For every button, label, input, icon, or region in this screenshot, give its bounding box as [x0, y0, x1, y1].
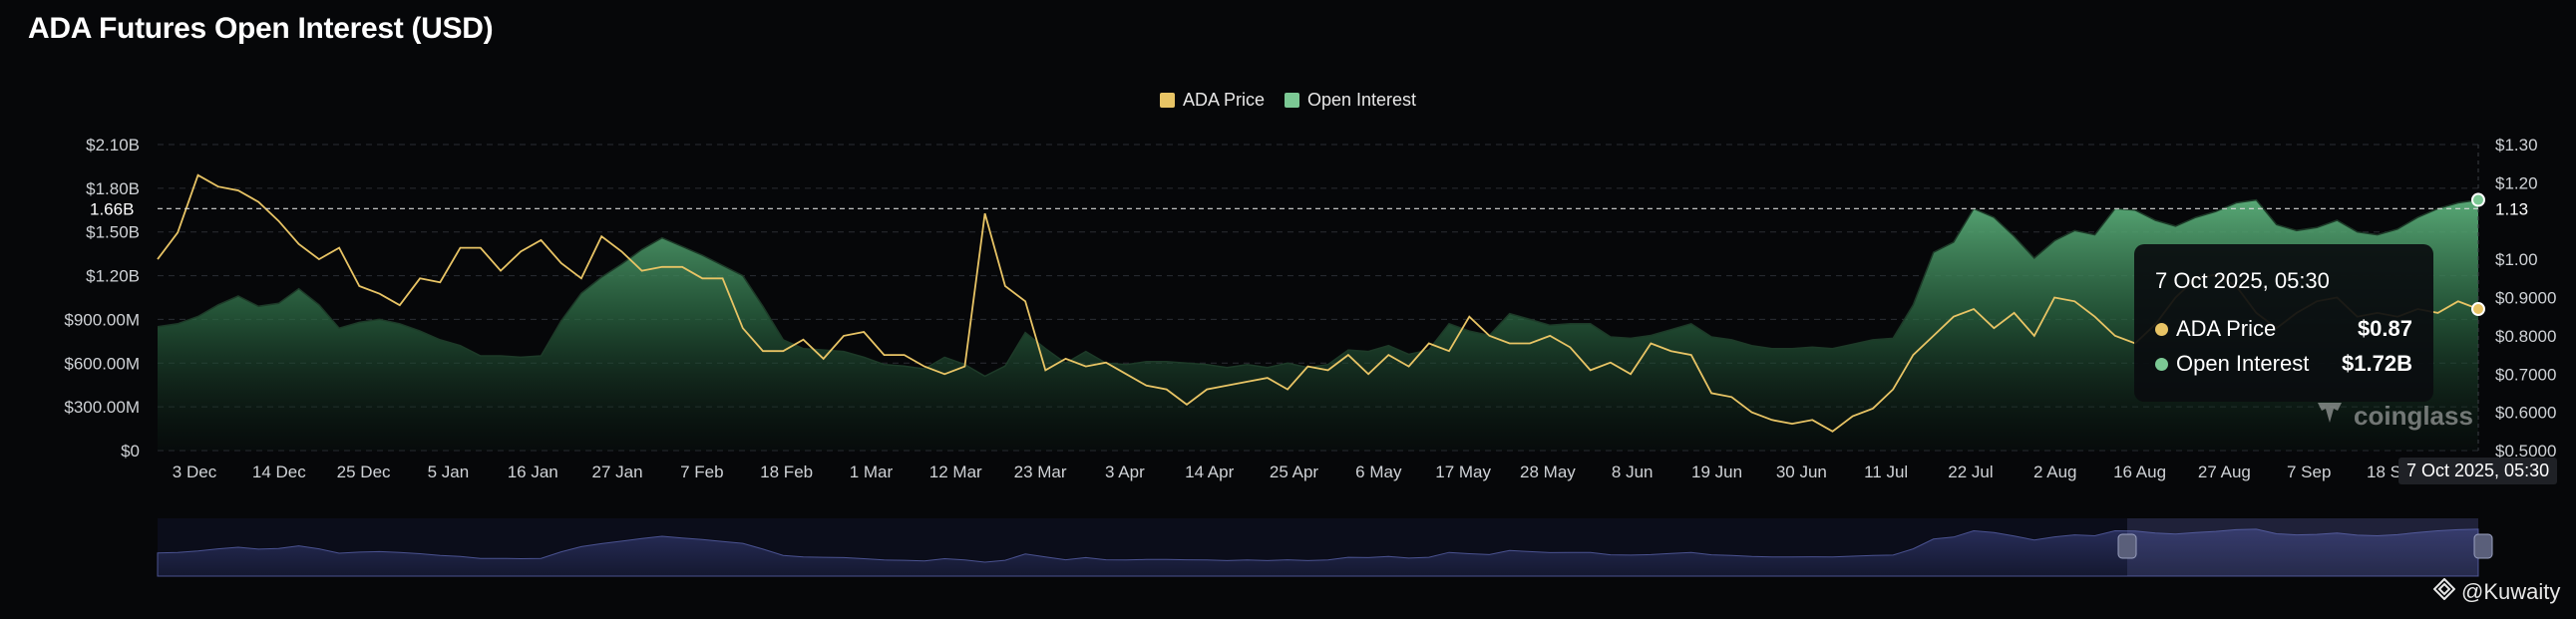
price-end-point [2471, 302, 2485, 317]
legend-swatch-oi [1284, 93, 1299, 108]
x-tick-label: 14 Dec [252, 463, 306, 481]
x-tick-label: 17 May [1435, 463, 1491, 481]
y-left-tick-label: $1.20B [86, 267, 140, 286]
oi-end-point [2471, 192, 2485, 207]
ada-price-line [157, 173, 2479, 433]
y-right-tick-label: $1.30 [2495, 136, 2538, 155]
x-tick-label: 23 Mar [1014, 463, 1067, 481]
author-credit: @Kuwaity [2432, 577, 2561, 606]
chart-title: ADA Futures Open Interest (USD) [28, 12, 494, 45]
y-left-tick-label: $1.80B [86, 179, 140, 198]
x-tick-label: 16 Aug [2113, 463, 2166, 481]
x-tick-label: 27 Jan [592, 463, 643, 481]
x-tick-label: 7 Feb [680, 463, 723, 481]
x-tick-label: 18 Feb [760, 463, 813, 481]
tooltip-row-oi: Open Interest $1.72B [2155, 351, 2412, 377]
legend-item-oi[interactable]: Open Interest [1284, 90, 1417, 111]
x-tick-label: 22 Jul [1948, 463, 1993, 481]
x-tick-label: 28 May [1520, 463, 1576, 481]
coinglass-watermark: coinglass [2314, 397, 2473, 436]
tooltip-date: 7 Oct 2025, 05:30 [2155, 268, 2330, 293]
navigator-right-handle[interactable] [2473, 533, 2493, 559]
credit-text: @Kuwaity [2461, 579, 2561, 604]
diamond-logo-icon [2432, 577, 2456, 606]
crosshair-right-label: 1.13 [2495, 199, 2528, 218]
x-tick-label: 3 Apr [1105, 463, 1145, 481]
y-left-tick-label: $600.00M [64, 354, 140, 373]
y-right-tick-label: $0.8000 [2495, 327, 2556, 346]
x-tick-label: 16 Jan [508, 463, 558, 481]
open-interest-line [157, 198, 2479, 378]
watermark-text: coinglass [2354, 401, 2473, 431]
x-crosshair-date-badge: 7 Oct 2025, 05:30 [2398, 458, 2558, 484]
y-right-tick-label: $0.5000 [2495, 442, 2556, 461]
tooltip-dot-price [2155, 322, 2168, 336]
axes: $0 $300.00M $600.00M $900.00M $1.20B $1.50B $1… [64, 136, 2556, 481]
tooltip-label-oi: Open Interest [2176, 351, 2310, 376]
crosshair: 1.66B 1.13 [90, 192, 2528, 317]
legend-item-price[interactable]: ADA Price [1159, 90, 1265, 111]
x-tick-label: 3 Dec [173, 463, 217, 481]
tooltip-value-oi: $1.72B [2342, 351, 2412, 376]
legend-label-oi: Open Interest [1306, 90, 1417, 110]
coinglass-logo-icon [2314, 397, 2346, 436]
navigator-left-handle[interactable] [2117, 533, 2137, 559]
y-left-tick-label: $2.10B [86, 136, 140, 155]
tooltip-row-price: ADA Price $0.87 [2155, 316, 2412, 342]
navigator[interactable] [157, 518, 2493, 577]
x-tick-label: 25 Dec [337, 463, 391, 481]
x-tick-label: 2 Aug [2033, 463, 2077, 481]
x-tick-label: 8 Jun [1612, 463, 1654, 481]
x-tick-label: 7 Sep [2287, 463, 2331, 481]
x-tick-label: 19 Jun [1691, 463, 1742, 481]
open-interest-area-fill [158, 199, 2478, 451]
y-right-tick-label: $1.00 [2495, 250, 2538, 269]
crosshair-left-label: 1.66B [90, 199, 134, 218]
series-lines [157, 173, 2479, 433]
x-tick-label: 5 Jan [428, 463, 470, 481]
x-tick-label: 30 Jun [1776, 463, 1827, 481]
y-right-tick-label: $0.9000 [2495, 289, 2556, 308]
open-interest-area [158, 199, 2478, 451]
navigator-area [157, 528, 2479, 577]
x-tick-label: 27 Aug [2198, 463, 2251, 481]
x-tick-label: 12 Mar [929, 463, 982, 481]
x-tick-label: 6 May [1355, 463, 1402, 481]
x-tick-label: 25 Apr [1270, 463, 1318, 481]
y-left-tick-label: $1.50B [86, 223, 140, 242]
chart-tooltip: 7 Oct 2025, 05:30 ADA Price $0.87 Open I… [2134, 244, 2433, 402]
y-right-tick-label: $1.20 [2495, 173, 2538, 192]
y-right-tick-label: $0.7000 [2495, 365, 2556, 384]
y-right-tick-label: $0.6000 [2495, 404, 2556, 423]
legend-swatch-price [1159, 93, 1175, 108]
tooltip-dot-oi [2155, 357, 2168, 371]
x-tick-label: 14 Apr [1185, 463, 1234, 481]
navigator-selection[interactable] [2127, 518, 2478, 576]
y-left-tick-label: $300.00M [64, 398, 140, 417]
y-left-tick-label: $900.00M [64, 310, 140, 329]
tooltip-label-price: ADA Price [2176, 316, 2277, 341]
x-tick-label: 11 Jul [1864, 463, 1908, 481]
y-left-tick-label: $0 [121, 442, 140, 461]
tooltip-value-price: $0.87 [2357, 316, 2412, 341]
chart-legend: ADA Price Open Interest [0, 90, 2576, 111]
x-tick-label: 1 Mar [850, 463, 894, 481]
legend-label-price: ADA Price [1182, 90, 1265, 110]
